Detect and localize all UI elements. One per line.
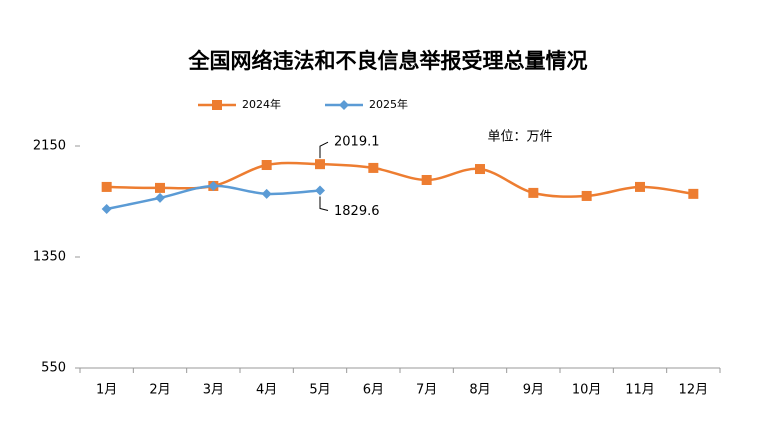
marker xyxy=(155,182,165,193)
marker xyxy=(688,188,699,199)
marker xyxy=(635,181,645,192)
marker xyxy=(261,188,272,199)
marker xyxy=(155,192,165,203)
x-tick-label: 5月 xyxy=(309,383,330,398)
series-line xyxy=(106,161,694,198)
data-label: 1829.6 xyxy=(334,204,380,219)
marker xyxy=(528,187,539,198)
x-tick-label: 4月 xyxy=(256,383,277,398)
data-label: 2019.1 xyxy=(334,135,380,150)
marker xyxy=(475,164,485,175)
x-tick-label: 11月 xyxy=(625,383,655,398)
annotation-leader xyxy=(319,141,329,159)
x-tick-label: 7月 xyxy=(416,383,437,398)
y-tick-label: 2150 xyxy=(33,139,66,154)
annotation-leader xyxy=(319,196,329,211)
marker xyxy=(581,190,592,201)
marker xyxy=(368,162,379,173)
x-tick-label: 10月 xyxy=(572,383,602,398)
marker xyxy=(212,100,222,110)
chart-title: 全国网络违法和不良信息举报受理总量情况 xyxy=(188,49,588,73)
x-tick-label: 3月 xyxy=(203,383,224,398)
marker xyxy=(315,159,325,170)
marker xyxy=(339,100,349,110)
x-tick-label: 9月 xyxy=(523,383,544,398)
y-tick-label: 550 xyxy=(41,361,66,376)
marker xyxy=(421,174,432,185)
marker xyxy=(101,203,112,214)
marker xyxy=(208,180,219,191)
x-tick-label: 6月 xyxy=(363,383,384,398)
legend-label: 2024年 xyxy=(242,97,281,111)
x-tick-label: 12月 xyxy=(679,383,709,398)
x-tick-label: 8月 xyxy=(469,383,490,398)
y-tick-label: 1350 xyxy=(33,250,66,265)
marker xyxy=(315,185,325,196)
legend-label: 2025年 xyxy=(369,97,408,111)
marker xyxy=(101,181,112,192)
marker xyxy=(261,160,272,171)
x-tick-label: 1月 xyxy=(96,383,117,398)
unit-label: 单位：万件 xyxy=(487,130,552,145)
x-tick-label: 2月 xyxy=(149,383,170,398)
